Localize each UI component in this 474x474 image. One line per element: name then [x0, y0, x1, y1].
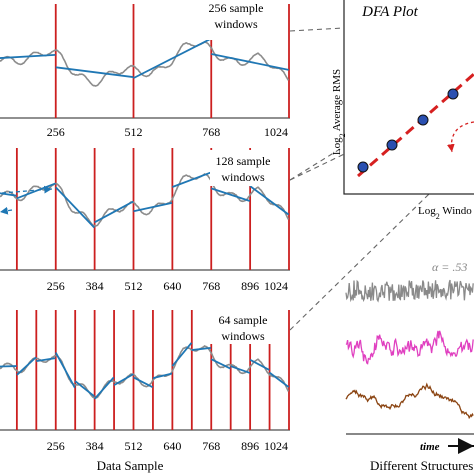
trend-line: [55, 186, 95, 229]
trend-line: [211, 53, 289, 71]
trend-line: [191, 347, 212, 351]
panel-256-windows: 256 sample windows 256 512 768 1024: [0, 0, 290, 139]
connector-panel3-dfa-a: [289, 149, 474, 331]
signal-trace: [0, 41, 290, 87]
trend-line: [249, 185, 290, 216]
trend-line: [94, 200, 134, 224]
x-tick-label: 640: [163, 439, 181, 453]
x-tick-label: 1024: [264, 279, 288, 293]
window-label-line1: 64 sample: [219, 313, 268, 327]
x-tick-label: 640: [163, 279, 181, 293]
dfa-title: DFA Plot: [361, 4, 419, 20]
trend-lines: [0, 342, 290, 400]
detrend-arrow-in: [1, 185, 53, 194]
trend-line: [249, 359, 270, 371]
panel-128-windows: 128 sample windows 256 384 512 640 768 896 102…: [0, 148, 290, 293]
window-label-line1: 128 sample: [216, 154, 271, 168]
window-label-line2: windows: [214, 17, 258, 31]
window-label-bg: [208, 310, 278, 344]
window-label-line2: windows: [221, 329, 265, 343]
x-tick-label: 512: [125, 279, 143, 293]
time-label: time: [420, 441, 440, 453]
trend-line: [93, 376, 115, 400]
connector-panel1-dfa: [289, 27, 345, 32]
x-tick-labels: 256 384 512 640 768 896 1024: [47, 439, 288, 453]
trend-lines: [0, 171, 290, 229]
brown-noise-series: [345, 382, 474, 420]
x-tick-label: 768: [202, 439, 220, 453]
trend-line: [172, 171, 212, 188]
x-tick-label: 256: [47, 279, 65, 293]
x-tick-label: 384: [86, 439, 104, 453]
slope-arrow: [446, 121, 474, 153]
trend-line: [0, 192, 17, 197]
structures-panel: α = .53 time Different Structures: [345, 260, 474, 473]
dfa-point: [417, 114, 429, 126]
x-axis-title: Data Sample: [97, 458, 164, 473]
trend-line: [133, 201, 173, 213]
detrend-arrow-out: [0, 206, 13, 215]
trend-line: [152, 372, 173, 379]
window-label-line1: 256 sample: [209, 1, 264, 15]
window-boundaries: [15, 310, 290, 430]
x-tick-label: 768: [202, 125, 220, 139]
dfa-x-axis-label: Log2 Windo: [418, 205, 472, 221]
x-tick-label: 512: [125, 439, 143, 453]
trend-line: [171, 342, 193, 367]
trend-line: [230, 365, 251, 374]
x-tick-label: 256: [47, 125, 65, 139]
x-tick-label: 896: [241, 439, 259, 453]
dfa-plot: DFA Plot Log2 Average RMS Log2 Windo: [331, 0, 474, 221]
white-noise-series: [345, 279, 474, 303]
x-tick-labels: 256 384 512 640 768 896 1024: [47, 279, 288, 293]
trend-line: [210, 358, 231, 370]
x-tick-labels: 256 512 768 1024: [47, 125, 288, 139]
dfa-point: [386, 139, 398, 151]
trend-line: [133, 376, 154, 388]
window-boundaries: [15, 148, 290, 270]
window-label-bg: [200, 0, 272, 40]
alpha-label: α = .53: [432, 260, 467, 274]
trend-line: [74, 380, 95, 398]
x-tick-label: 512: [125, 125, 143, 139]
trend-line: [16, 356, 37, 376]
trend-line: [54, 352, 76, 389]
trend-line: [55, 66, 134, 78]
trend-line: [0, 53, 56, 59]
window-label-line2: windows: [221, 170, 265, 184]
trend-line: [0, 365, 17, 368]
pink-noise-series: [345, 330, 474, 365]
trend-lines: [0, 37, 289, 79]
trend-line: [133, 37, 212, 79]
panel-64-windows: 64 sample windows 256 384 512 640 768 896 1024: [0, 310, 290, 453]
trend-line: [269, 371, 290, 388]
connector-panel2-dfa: [289, 117, 391, 181]
dfa-point: [357, 161, 369, 173]
x-tick-label: 896: [241, 279, 259, 293]
structures-caption: Different Structures: [370, 458, 473, 473]
dfa-y-axis-label: Log2 Average RMS: [331, 69, 347, 155]
x-tick-label: 1024: [264, 125, 288, 139]
trend-line: [210, 187, 251, 202]
x-tick-label: 256: [47, 439, 65, 453]
dfa-point: [447, 88, 459, 100]
x-tick-label: 1024: [264, 439, 288, 453]
window-label-bg: [210, 150, 276, 186]
x-tick-label: 384: [86, 279, 104, 293]
trend-line: [113, 373, 134, 386]
trend-line: [36, 357, 56, 362]
x-tick-label: 768: [202, 279, 220, 293]
